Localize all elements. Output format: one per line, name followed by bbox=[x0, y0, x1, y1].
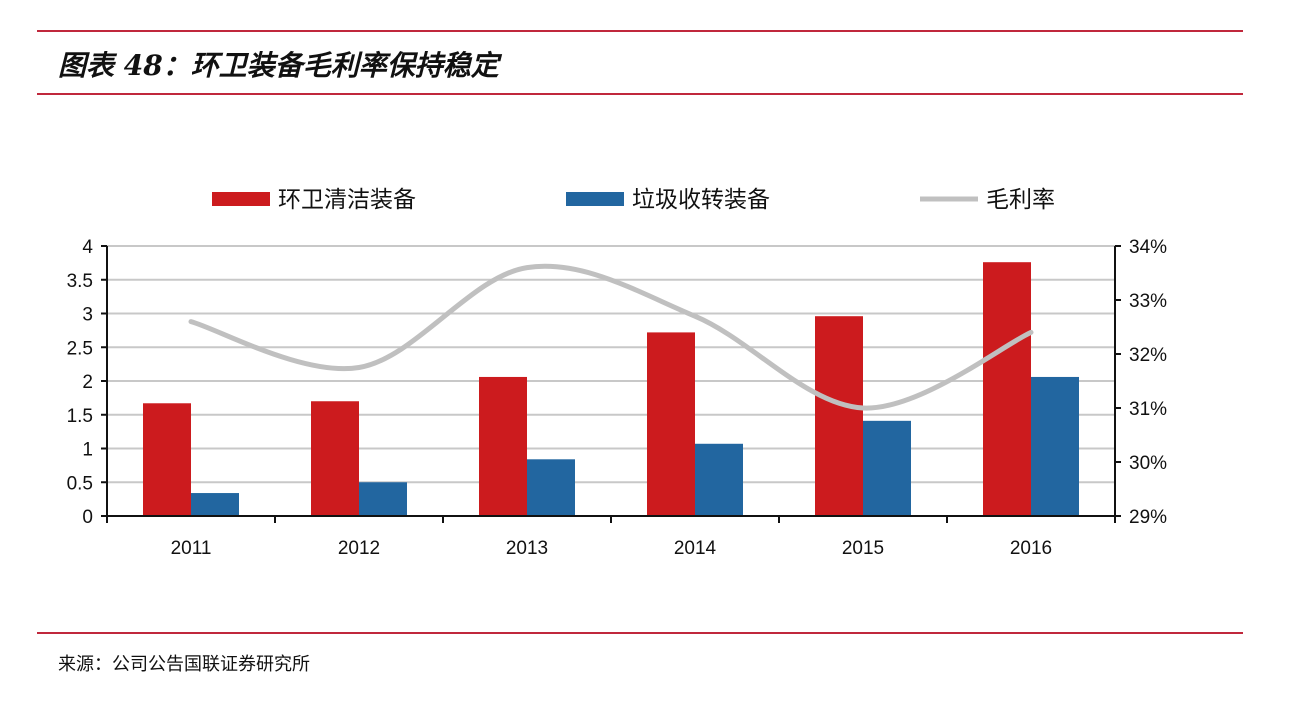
right-tick-label: 33% bbox=[1129, 291, 1167, 312]
bar-waste-2011 bbox=[191, 493, 239, 516]
bottom-rule bbox=[37, 632, 1243, 634]
bar-sanitation-2011 bbox=[143, 403, 191, 516]
bar-waste-2012 bbox=[359, 482, 407, 516]
legend-label-2: 毛利率 bbox=[986, 186, 1055, 212]
left-tick-label: 1 bbox=[82, 440, 93, 461]
right-tick-label: 31% bbox=[1129, 399, 1167, 420]
left-tick-label: 1.5 bbox=[67, 406, 93, 427]
legend-label-0: 环卫清洁装备 bbox=[278, 186, 416, 212]
bar-sanitation-2016 bbox=[983, 262, 1031, 516]
top-rule bbox=[37, 30, 1243, 32]
left-tick-label: 2 bbox=[82, 372, 93, 393]
bar-sanitation-2015 bbox=[815, 316, 863, 516]
bar-waste-2013 bbox=[527, 459, 575, 516]
right-tick-label: 30% bbox=[1129, 453, 1167, 474]
legend-swatch-0 bbox=[212, 192, 270, 206]
x-tick-label: 2012 bbox=[338, 538, 380, 559]
bar-sanitation-2014 bbox=[647, 332, 695, 516]
title-rule bbox=[37, 93, 1243, 95]
chart-title: 图表 48：环卫装备毛利率保持稳定 bbox=[58, 49, 499, 82]
left-tick-label: 4 bbox=[82, 237, 93, 258]
bar-sanitation-2012 bbox=[311, 401, 359, 516]
right-tick-label: 32% bbox=[1129, 345, 1167, 366]
x-tick-label: 2013 bbox=[506, 538, 548, 559]
legend-label-1: 垃圾收转装备 bbox=[632, 186, 770, 212]
x-tick-label: 2014 bbox=[674, 538, 717, 559]
x-tick-label: 2015 bbox=[842, 538, 884, 559]
bar-waste-2015 bbox=[863, 420, 911, 516]
series-line-margin bbox=[188, 263, 1034, 411]
right-tick-label: 34% bbox=[1129, 237, 1167, 258]
left-tick-label: 3 bbox=[82, 305, 93, 326]
x-tick-label: 2011 bbox=[171, 538, 212, 559]
bar-waste-2014 bbox=[695, 443, 743, 516]
left-tick-label: 3.5 bbox=[67, 271, 93, 292]
x-tick-label: 2016 bbox=[1010, 538, 1052, 559]
left-tick-label: 0 bbox=[82, 507, 93, 528]
legend-swatch-1 bbox=[566, 192, 624, 206]
right-tick-label: 29% bbox=[1129, 507, 1167, 528]
left-tick-label: 0.5 bbox=[67, 473, 93, 494]
bar-sanitation-2013 bbox=[479, 376, 527, 516]
left-tick-label: 2.5 bbox=[67, 338, 93, 359]
source-note: 来源：公司公告国联证券研究所 bbox=[58, 654, 310, 675]
bar-waste-2016 bbox=[1031, 376, 1079, 516]
